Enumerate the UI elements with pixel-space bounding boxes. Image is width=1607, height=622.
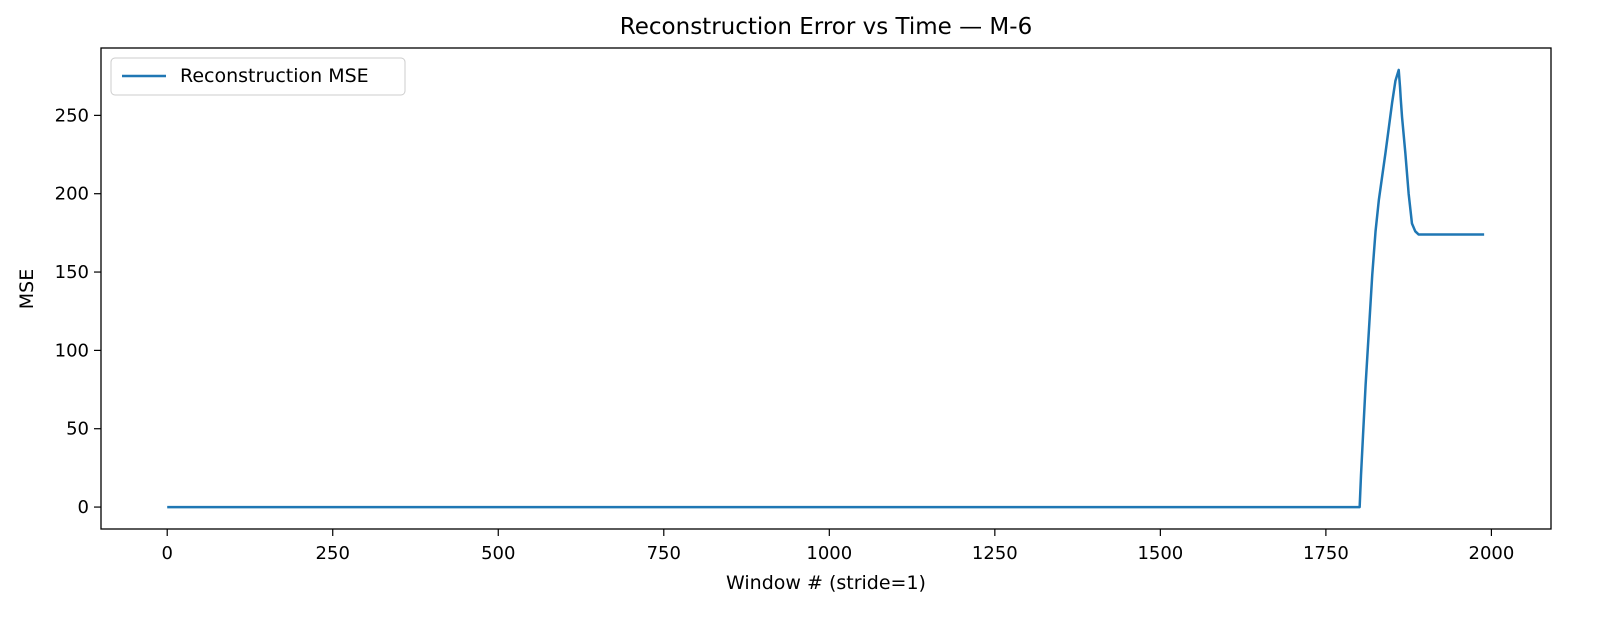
- y-axis-ticks: 0 50 100 150 200 250: [55, 105, 101, 518]
- plot-frame: [100, 47, 1552, 530]
- x-tick-label: 500: [481, 543, 515, 564]
- y-tick-label: 250: [55, 105, 89, 126]
- y-tick-label: 100: [55, 340, 89, 361]
- x-tick-label: 1750: [1303, 543, 1349, 564]
- x-tick-label: 1000: [806, 543, 852, 564]
- series-line-0: [167, 68, 1485, 509]
- x-tick-label: 750: [647, 543, 681, 564]
- y-tick-label: 150: [55, 262, 89, 283]
- plot-area: [167, 68, 1485, 509]
- x-axis-label: Window # (stride=1): [726, 572, 926, 594]
- legend: Reconstruction MSE: [110, 57, 406, 96]
- y-tick-label: 50: [66, 419, 89, 440]
- y-axis-label: MSE: [16, 269, 38, 309]
- y-tick-label: 0: [78, 497, 89, 518]
- y-tick-label: 200: [55, 184, 89, 205]
- legend-series-label: Reconstruction MSE: [180, 65, 369, 87]
- x-axis-ticks: 0 250 500 750 1000 1250 1500 1750 2000: [161, 529, 1514, 564]
- x-tick-label: 1250: [972, 543, 1018, 564]
- x-tick-label: 250: [316, 543, 350, 564]
- x-tick-label: 0: [161, 543, 172, 564]
- x-tick-label: 1500: [1137, 543, 1183, 564]
- chart-title: Reconstruction Error vs Time — M-6: [620, 14, 1032, 40]
- legend-box: [110, 57, 406, 96]
- x-tick-label: 2000: [1469, 543, 1515, 564]
